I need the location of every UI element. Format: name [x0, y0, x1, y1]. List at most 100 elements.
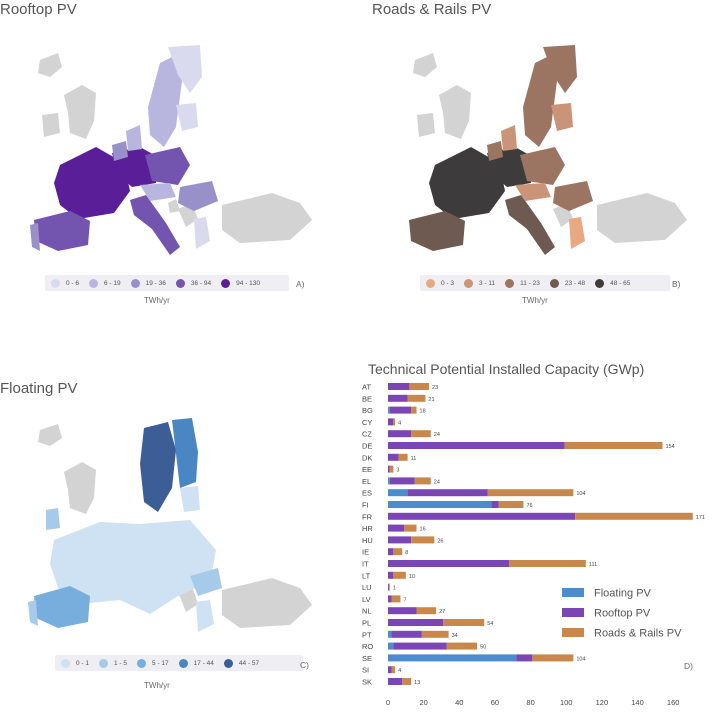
bar-segment — [388, 394, 408, 402]
bar-segment — [388, 654, 517, 662]
total-label: 27 — [439, 609, 445, 615]
total-label: 4 — [398, 668, 401, 674]
category-label: ES — [362, 489, 372, 498]
bar-segment — [388, 453, 399, 461]
total-label: 171 — [696, 515, 705, 521]
category-label: PL — [362, 619, 371, 628]
bar-segment — [388, 619, 444, 626]
roads-rails-legend: 0 - 3 3 - 11 11 - 23 23 - 48 48 - 65 — [420, 275, 670, 291]
legend-swatch — [61, 658, 70, 668]
legend-swatch — [426, 278, 435, 288]
total-label: 11 — [411, 456, 417, 462]
panel-label: B) — [672, 279, 681, 289]
category-label: IT — [362, 560, 369, 569]
total-label: 4 — [398, 420, 401, 426]
legend-swatch — [562, 628, 584, 637]
legend-item: 23 - 48 — [549, 278, 585, 288]
legend-swatch — [595, 278, 605, 288]
total-label: 50 — [480, 645, 486, 651]
bar-segment — [446, 642, 478, 650]
legend-item: 17 - 44 — [178, 658, 214, 668]
bar-segment — [411, 406, 417, 414]
legend-label: Roads & Rails PV — [594, 628, 682, 640]
bar-segment — [388, 678, 403, 685]
legend-label: 19 - 36 — [145, 279, 166, 287]
legend-item: 36 - 94 — [175, 278, 211, 288]
bar-segment — [388, 630, 392, 638]
total-label: 24 — [434, 432, 440, 438]
bar-segment — [404, 524, 417, 532]
legend-label: 44 - 57 — [238, 659, 260, 667]
bar-segment — [398, 453, 408, 461]
floating-legend: 0 - 1 1 - 5 5 - 17 17 - 44 44 - 57 — [55, 655, 303, 671]
unit-label: TWh/yr — [144, 296, 170, 305]
map-base — [413, 53, 687, 243]
total-label: 104 — [576, 491, 585, 497]
category-label: AT — [362, 383, 371, 392]
x-tick-label: 60 — [491, 698, 499, 707]
bar-segment — [388, 501, 492, 508]
bar-segment — [389, 406, 412, 414]
legend-label: 11 - 23 — [520, 279, 540, 287]
category-label: RO — [362, 642, 373, 651]
total-label: 13 — [414, 680, 420, 686]
category-label: CY — [362, 418, 372, 427]
x-tick-label: 20 — [419, 698, 427, 707]
legend-label: 0 - 3 — [441, 279, 455, 287]
legend-swatch — [562, 588, 584, 597]
panel-title: Roads & Rails PV — [372, 1, 492, 18]
legend-item: 1 - 5 — [99, 658, 128, 668]
legend-label: 0 - 6 — [66, 279, 80, 287]
total-label: 111 — [589, 562, 597, 568]
x-tick-label: 40 — [455, 698, 463, 707]
rooftop-map — [30, 45, 312, 255]
bar-segment — [388, 583, 389, 591]
x-tick-label: 120 — [596, 698, 609, 707]
bar-segment — [388, 406, 390, 414]
bar-segment — [388, 442, 565, 449]
legend-label: 6 - 19 — [104, 279, 121, 287]
legend-swatch — [178, 658, 188, 668]
bar-segment — [491, 501, 499, 508]
x-tick-label: 0 — [386, 698, 390, 707]
bar-segment — [388, 524, 405, 532]
bar-segment — [509, 560, 586, 567]
legend-item: 44 - 57 — [223, 658, 260, 668]
legend-swatch — [89, 278, 99, 288]
bar-segment — [388, 548, 394, 556]
legend-label: 17 - 44 — [193, 659, 214, 667]
panel-label: D) — [684, 661, 693, 671]
total-label: 3 — [396, 468, 399, 474]
x-tick-label: 100 — [560, 698, 573, 707]
total-label: 104 — [576, 656, 585, 662]
panel-label: C) — [300, 660, 309, 670]
legend-swatch — [221, 278, 231, 288]
legend-item: 3 - 11 — [464, 278, 495, 288]
legend-swatch — [99, 658, 109, 668]
category-label: CZ — [362, 430, 372, 439]
category-label: EE — [362, 465, 372, 474]
bar-segment — [388, 607, 417, 615]
legend-label: 1 - 5 — [114, 659, 128, 667]
map-countries — [409, 45, 593, 255]
bar-segment — [443, 619, 485, 626]
x-tick-label: 160 — [667, 698, 680, 707]
bar-segment — [414, 477, 431, 485]
total-label: 34 — [452, 633, 458, 639]
category-label: PT — [362, 630, 372, 639]
unit-label: TWh/yr — [522, 296, 548, 305]
bar-segment — [407, 394, 426, 402]
total-label: 23 — [432, 385, 438, 391]
bar-segment — [409, 383, 429, 390]
category-label: BE — [362, 394, 372, 403]
total-label: 54 — [487, 621, 493, 627]
bar-segment — [391, 666, 396, 674]
bar-segment — [411, 430, 431, 438]
x-tick-label: 140 — [631, 698, 644, 707]
total-label: 24 — [434, 479, 440, 485]
bar-segment — [391, 595, 401, 603]
category-label: HU — [362, 536, 373, 545]
x-tick-label: 80 — [526, 698, 534, 707]
legend-label: 0 - 1 — [76, 659, 90, 667]
